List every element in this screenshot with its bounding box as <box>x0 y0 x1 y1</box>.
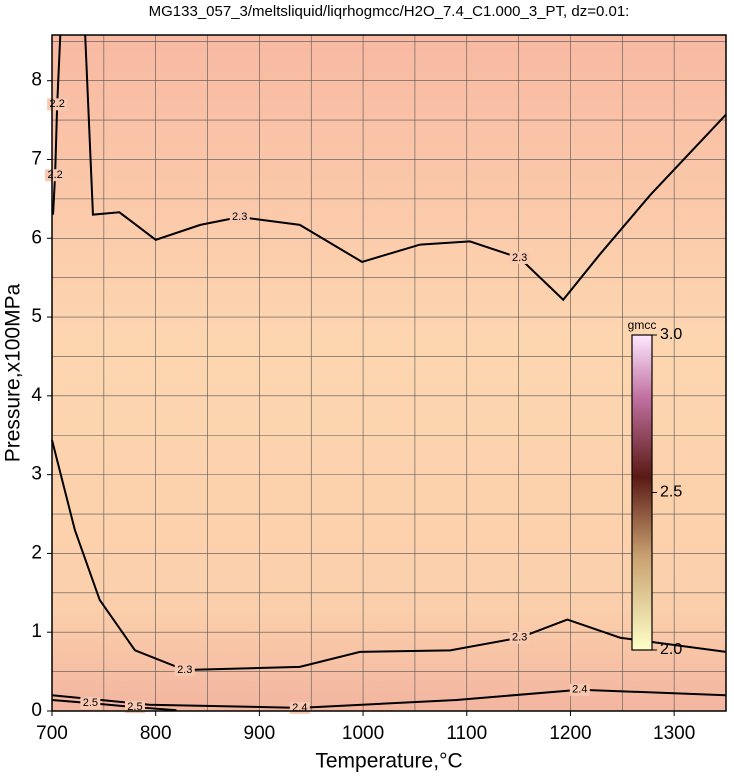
y-tick-label: 7 <box>31 149 42 170</box>
contour-label-bg <box>569 683 590 696</box>
x-tick-label: 1100 <box>446 723 487 744</box>
colorbar <box>631 334 653 651</box>
plot-background <box>52 35 726 711</box>
contour-label-bg <box>509 631 530 644</box>
contour-label: 2.5 <box>83 697 98 709</box>
contour-label: 2.3 <box>512 252 527 264</box>
plot-frame <box>51 34 727 712</box>
x-tick-label: 700 <box>36 723 68 744</box>
contour-label-bg <box>124 701 145 714</box>
contour-label-bg <box>174 664 195 677</box>
y-tick-label: 6 <box>31 227 42 248</box>
contour-label-bg <box>229 211 250 223</box>
y-tick-label: 4 <box>31 385 42 406</box>
contour-label-bg <box>509 251 530 264</box>
contour-label-bg <box>80 697 101 710</box>
contour-label: 2.2 <box>47 169 62 181</box>
contour-label: 2.2 <box>50 98 65 110</box>
y-tick-label: 5 <box>31 306 42 327</box>
contour-label: 2.3 <box>177 664 192 676</box>
x-tick-label: 900 <box>244 723 276 744</box>
y-tick-label: 8 <box>31 70 42 91</box>
contour-label: 2.3 <box>512 632 527 644</box>
contour-line <box>51 439 727 672</box>
contour-label: 2.5 <box>127 701 142 713</box>
contour-label-bg <box>45 169 66 182</box>
y-axis-label: Pressure,x100MPa <box>2 283 25 462</box>
contour-label: 2.4 <box>292 702 307 714</box>
contour-line <box>52 34 62 215</box>
chart-title: MG133_057_3/meltsliquid/liqrhogmcc/H2O_7… <box>149 3 630 20</box>
colorbar-tick-label: 2.0 <box>660 641 682 658</box>
y-tick-label: 0 <box>31 700 42 721</box>
y-tick-label: 1 <box>31 621 42 642</box>
x-tick-label: 1000 <box>342 723 384 744</box>
contour-line <box>51 698 177 712</box>
contour-label: 2.4 <box>572 684 587 696</box>
y-tick-label: 2 <box>31 542 42 563</box>
x-tick-label: 800 <box>140 723 172 744</box>
contour-label: 2.3 <box>232 211 247 223</box>
plot-layer: 2.3 2.3 2.3 2.3 2.4 2.4 2.5 2.5 2.2 2.2 <box>45 34 727 714</box>
colorbar-tick-label: 3.0 <box>660 326 682 343</box>
y-tick-label: 3 <box>31 464 42 485</box>
x-axis-label: Temperature,°C <box>315 750 462 773</box>
x-tick-label: 1200 <box>549 723 591 744</box>
contour-line <box>84 34 727 302</box>
colorbar-tick-label: 2.5 <box>660 484 682 501</box>
x-tick-label: 1300 <box>653 723 695 744</box>
colorbar-title: gmcc <box>628 318 657 332</box>
